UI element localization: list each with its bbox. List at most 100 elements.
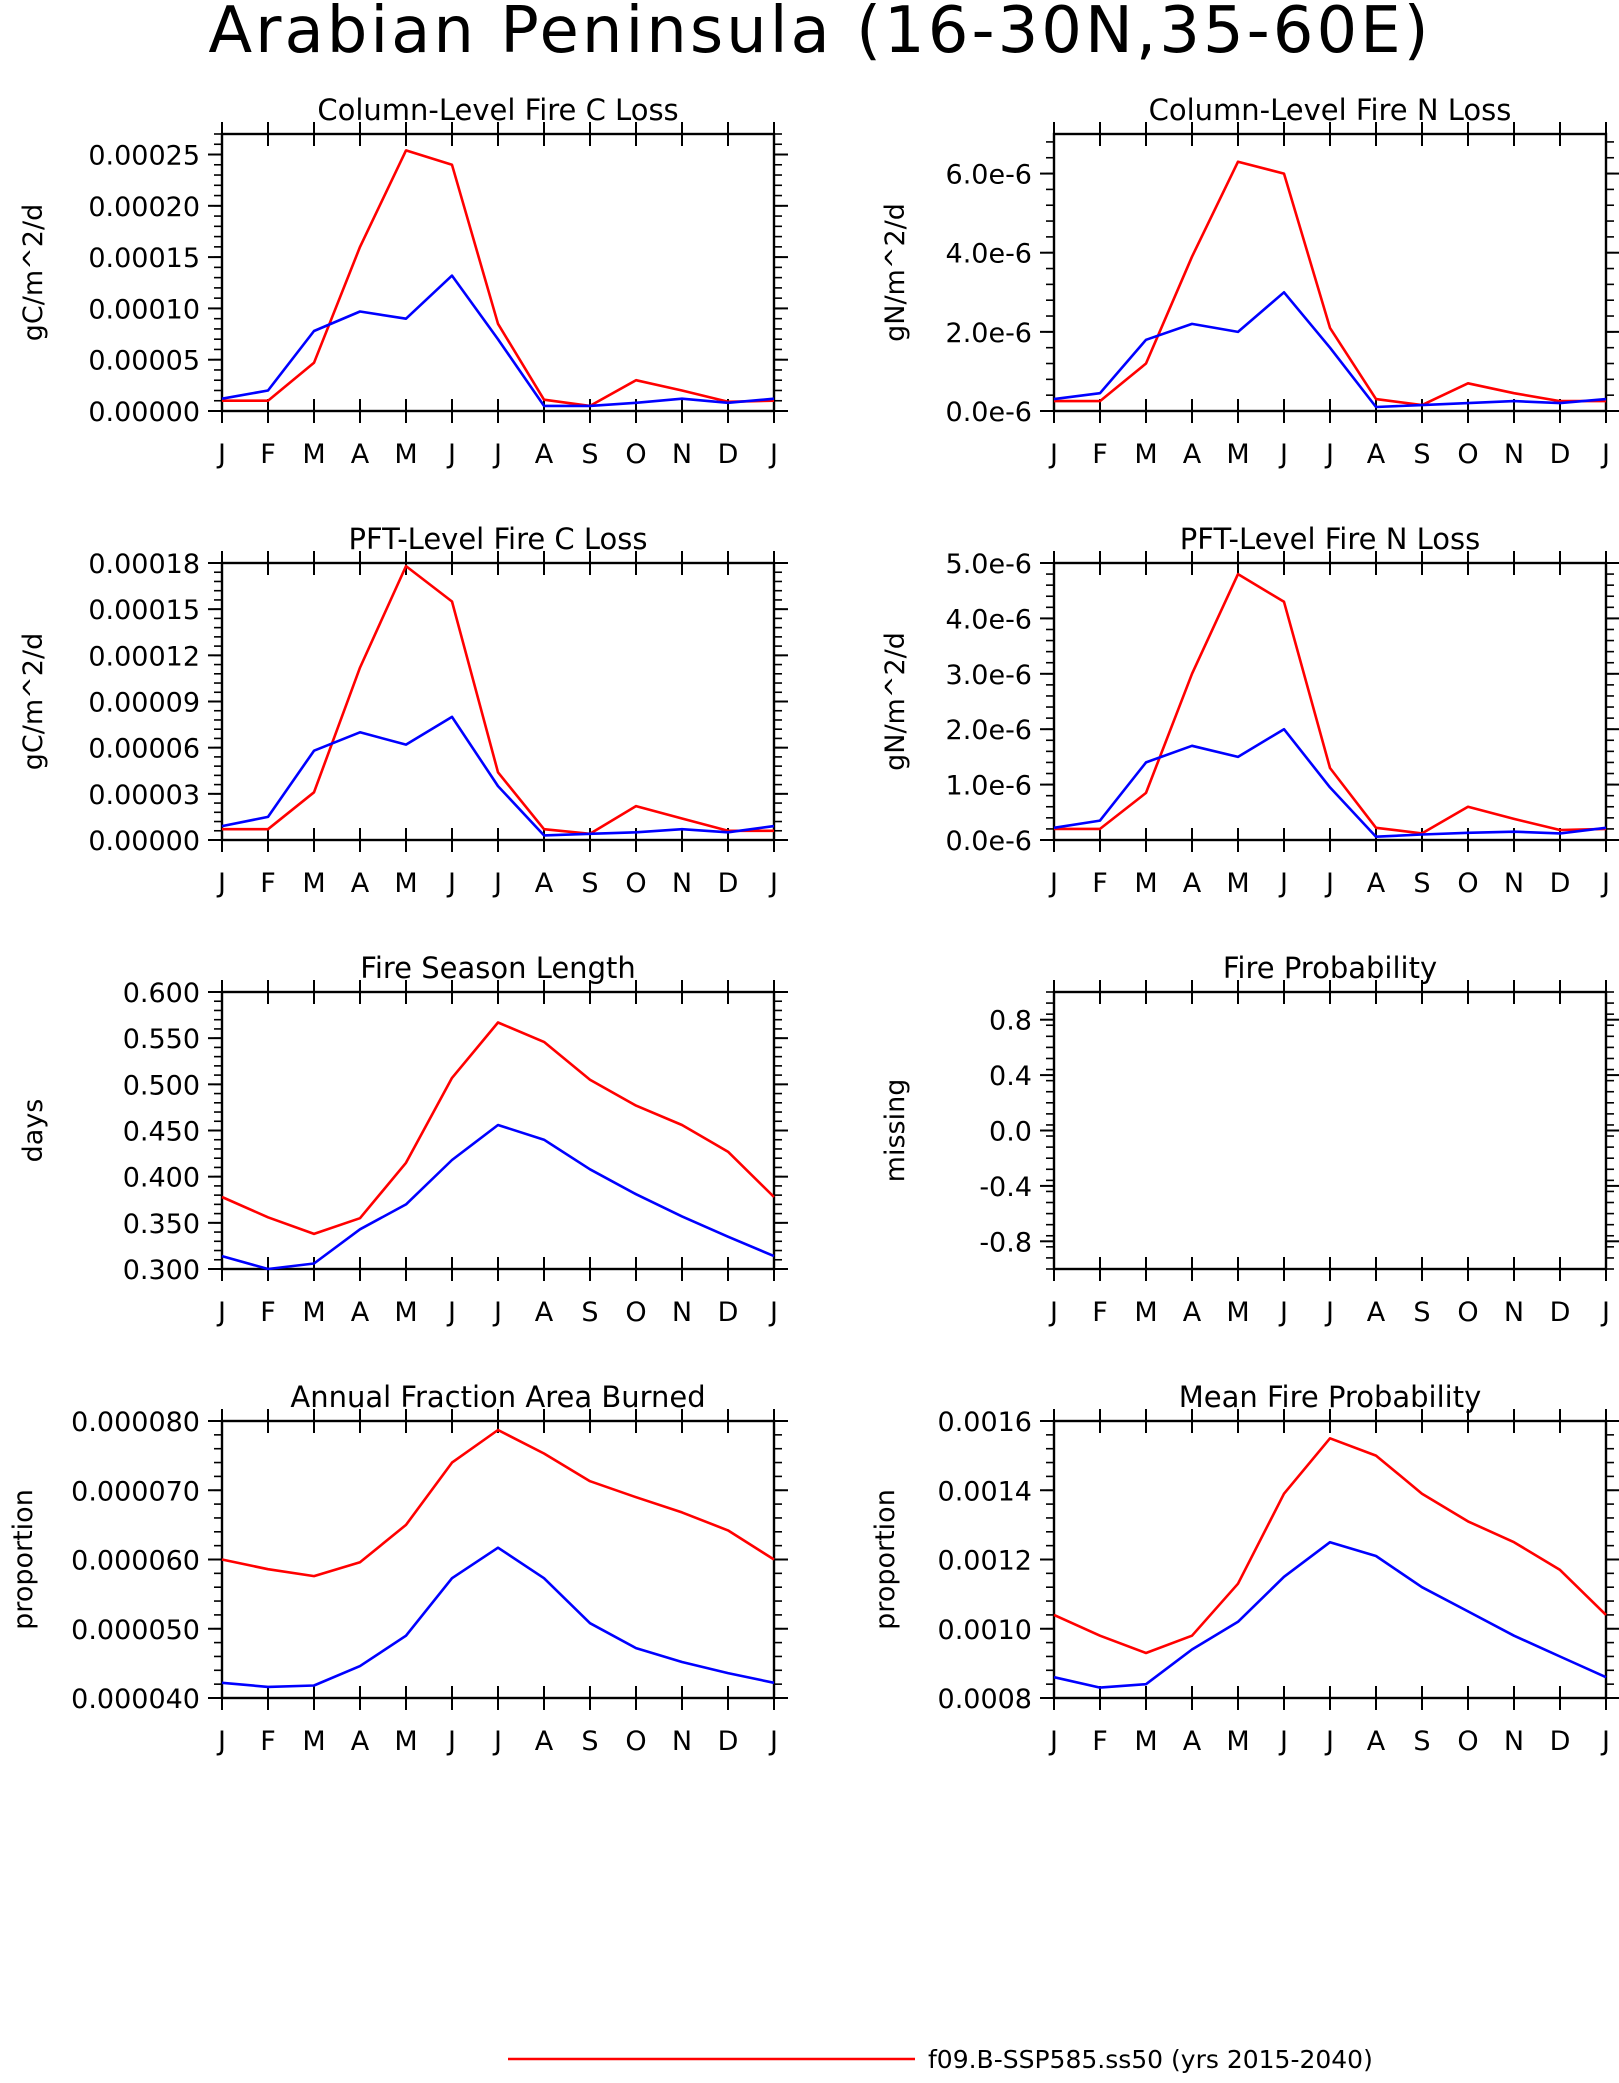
panel-title: PFT-Level Fire N Loss: [1180, 522, 1480, 556]
x-tick-label: M: [1226, 1726, 1249, 1757]
y-tick-label: 0.4: [989, 1061, 1032, 1092]
x-tick-label: D: [1550, 439, 1571, 470]
y-tick-label: 5.0e-6: [946, 549, 1032, 580]
y-tick-label: 0.600: [123, 978, 200, 1009]
y-tick-label: 0.300: [123, 1255, 200, 1286]
x-tick-label: J: [216, 439, 226, 470]
series-line-red: [1054, 572, 1607, 835]
y-tick-label: 0.000070: [71, 1476, 200, 1507]
series-line-blue: [1053, 727, 1607, 839]
x-tick-label: J: [216, 868, 226, 899]
x-tick-label: M: [394, 868, 417, 899]
y-tick-label: 0.000050: [71, 1615, 200, 1646]
y-axis-label: missing: [880, 1079, 911, 1183]
series-line-red: [222, 149, 775, 408]
x-tick-label: M: [1226, 1297, 1249, 1328]
y-tick-label: 0.0: [989, 1117, 1032, 1148]
y-tick-label: 0.00020: [88, 192, 200, 223]
y-tick-label: 0.550: [123, 1024, 200, 1055]
x-tick-label: J: [1600, 439, 1610, 470]
x-tick-label: D: [718, 1726, 739, 1757]
y-tick-label: 0.00005: [88, 346, 200, 377]
x-tick-label: D: [718, 1297, 739, 1328]
x-tick-label: O: [1457, 1726, 1478, 1757]
y-tick-label: 0.00012: [88, 641, 200, 672]
x-tick-label: F: [1092, 1726, 1108, 1757]
x-tick-label: J: [492, 1726, 502, 1757]
legend-label: f09.B-SSP585.ss50 (yrs 2015-2040): [928, 2045, 1373, 2074]
series-line-red: [221, 1021, 775, 1236]
y-tick-label: 1.0e-6: [946, 771, 1032, 802]
x-tick-label: J: [446, 439, 456, 470]
x-tick-label: J: [492, 1297, 502, 1328]
x-tick-label: O: [1457, 439, 1478, 470]
x-tick-label: M: [1226, 868, 1249, 899]
x-tick-label: D: [1550, 868, 1571, 899]
x-tick-label: F: [1092, 439, 1108, 470]
plot-frame: [1052, 1419, 1608, 1700]
x-tick-label: A: [535, 439, 554, 470]
x-tick-label: J: [1278, 1726, 1288, 1757]
panel-title: PFT-Level Fire C Loss: [349, 522, 648, 556]
y-tick-label: 2.0e-6: [946, 318, 1032, 349]
y-tick-label: -0.8: [979, 1227, 1032, 1258]
y-axis-label: proportion: [870, 1489, 901, 1630]
x-tick-label: N: [672, 439, 692, 470]
x-tick-label: N: [1504, 1297, 1524, 1328]
x-tick-label: A: [1183, 1726, 1202, 1757]
legend: f09.B-SSP585.ss50 (yrs 2015-2040): [508, 2045, 1373, 2074]
x-tick-label: M: [302, 1297, 325, 1328]
y-tick-label: 0.0010: [938, 1615, 1032, 1646]
x-tick-label: S: [1413, 1726, 1430, 1757]
x-tick-label: O: [1457, 868, 1478, 899]
x-tick-label: J: [1324, 1297, 1334, 1328]
x-tick-label: F: [260, 1726, 276, 1757]
y-tick-label: 0.00003: [88, 780, 200, 811]
x-tick-label: F: [260, 439, 276, 470]
y-tick-label: 0.00025: [88, 141, 200, 172]
x-tick-label: M: [302, 868, 325, 899]
x-tick-label: S: [1413, 868, 1430, 899]
x-tick-label: S: [1413, 1297, 1430, 1328]
x-tick-label: J: [1048, 439, 1058, 470]
x-tick-label: F: [260, 868, 276, 899]
y-tick-label: -0.4: [979, 1172, 1032, 1203]
y-tick-label: 0.00009: [88, 688, 200, 719]
x-tick-label: A: [1367, 1297, 1386, 1328]
y-tick-label: 0.450: [123, 1117, 200, 1148]
panel-title: Fire Season Length: [360, 951, 635, 985]
y-tick-label: 0.400: [123, 1163, 200, 1194]
series-line-blue: [221, 274, 775, 408]
y-tick-label: 0.00018: [88, 549, 200, 580]
x-tick-label: J: [1278, 439, 1288, 470]
y-tick-label: 0.000060: [71, 1546, 200, 1577]
y-tick-label: 4.0e-6: [946, 239, 1032, 270]
x-tick-label: M: [394, 439, 417, 470]
x-tick-label: J: [1600, 1726, 1610, 1757]
x-tick-label: J: [768, 439, 778, 470]
x-tick-label: J: [1048, 1726, 1058, 1757]
series-line-blue: [221, 1123, 775, 1271]
series-line-blue: [221, 1546, 775, 1689]
y-tick-label: 6.0e-6: [946, 160, 1032, 191]
y-axis-label: gN/m^2/d: [880, 203, 911, 342]
x-tick-label: O: [625, 1297, 646, 1328]
y-tick-label: 4.0e-6: [946, 604, 1032, 635]
x-tick-label: A: [535, 868, 554, 899]
x-tick-label: J: [1048, 868, 1058, 899]
x-tick-label: J: [1048, 1297, 1058, 1328]
x-tick-label: N: [672, 1297, 692, 1328]
x-tick-label: A: [1367, 1726, 1386, 1757]
y-axis-label: gN/m^2/d: [880, 632, 911, 771]
x-tick-label: D: [1550, 1726, 1571, 1757]
x-tick-label: A: [1183, 868, 1202, 899]
y-tick-label: 0.0008: [938, 1684, 1032, 1715]
x-tick-label: M: [1134, 868, 1157, 899]
x-tick-label: A: [351, 1297, 370, 1328]
